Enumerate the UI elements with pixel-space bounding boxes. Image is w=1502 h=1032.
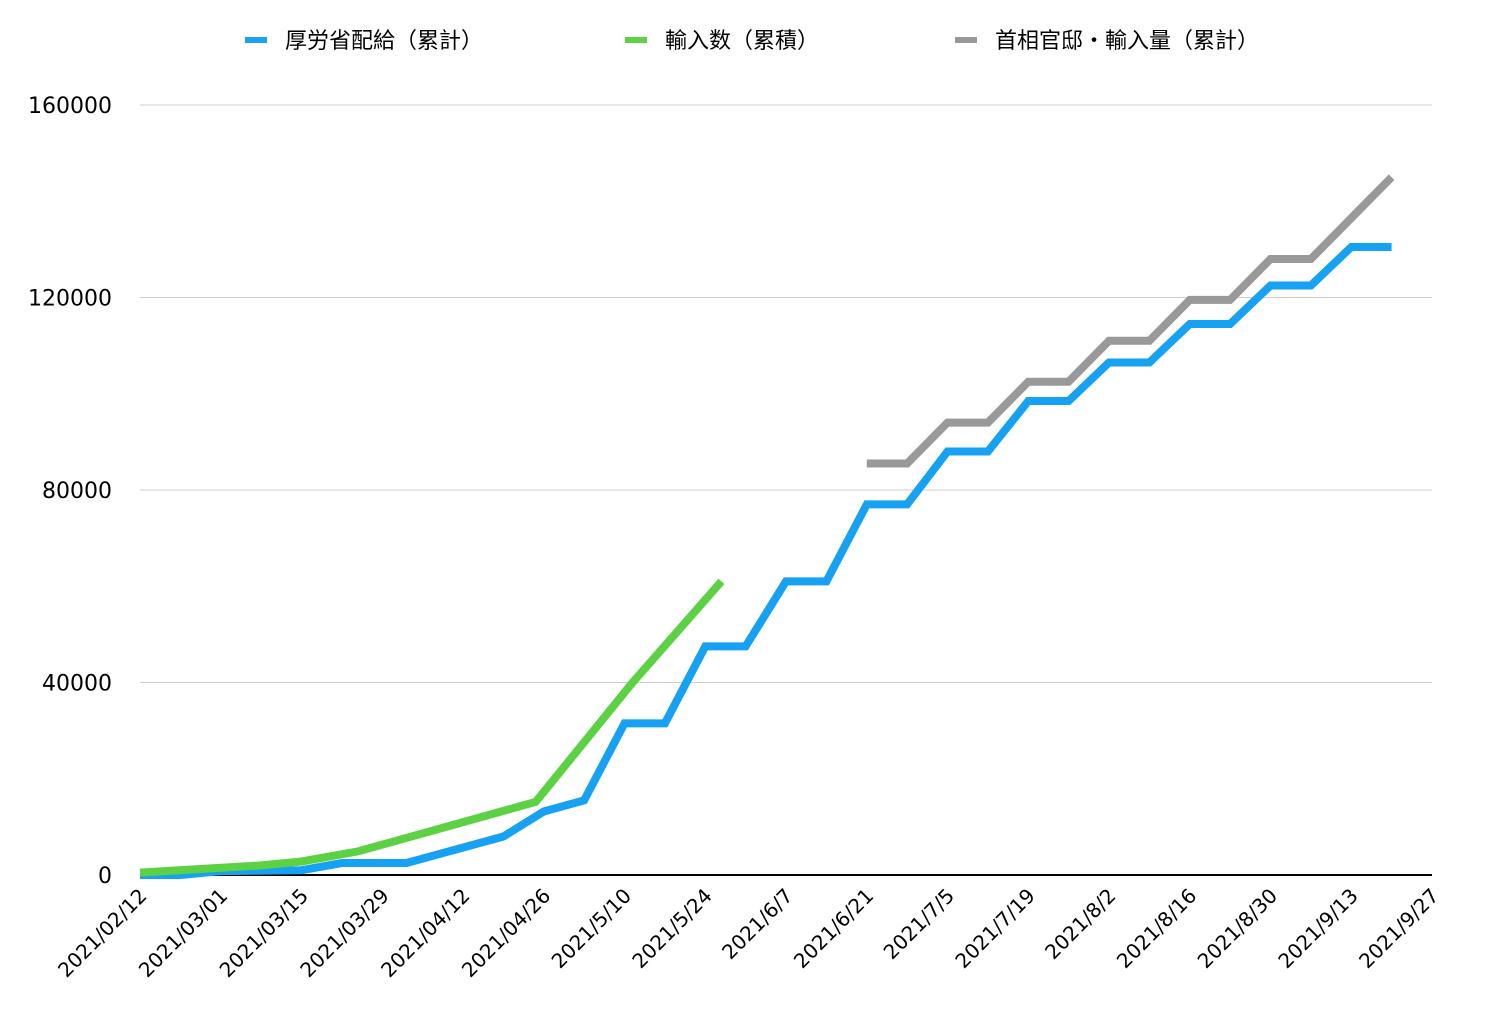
x-axis-ticks: 2021/02/122021/03/012021/03/152021/03/29… (53, 884, 1443, 982)
series-line-1 (139, 578, 725, 877)
y-tick-label-0: 0 (98, 864, 112, 889)
legend-label-0: 厚労省配給（累計） (285, 29, 483, 54)
legend-label-2: 首相官邸・輸入量（累計） (995, 29, 1259, 54)
x-tick-label-15: 2021/9/13 (1273, 884, 1362, 973)
legend: 厚労省配給（累計） 輸入数（累積） 首相官邸・輸入量（累計） (245, 29, 1259, 54)
x-tick-label-13: 2021/8/16 (1112, 884, 1201, 973)
y-tick-label-3: 120000 (28, 287, 112, 312)
x-tick-label-7: 2021/5/24 (627, 884, 716, 973)
x-tick-label-10: 2021/7/5 (879, 884, 959, 964)
x-tick-label-14: 2021/8/30 (1193, 884, 1282, 973)
series-lines (139, 174, 1395, 879)
y-tick-label-1: 40000 (42, 672, 112, 697)
gridlines (140, 104, 1432, 683)
series-line-0 (140, 243, 1392, 879)
y-tick-label-4: 160000 (28, 94, 112, 119)
x-tick-label-6: 2021/5/10 (547, 884, 636, 973)
series-line-2 (866, 174, 1395, 468)
y-axis-ticks: 0 40000 80000 120000 160000 (28, 94, 112, 889)
x-tick-label-16: 2021/9/27 (1354, 884, 1443, 973)
legend-label-1: 輸入数（累積） (665, 29, 819, 54)
x-tick-label-9: 2021/6/21 (789, 884, 878, 973)
y-tick-label-2: 80000 (42, 479, 112, 504)
x-tick-label-8: 2021/6/7 (717, 884, 797, 964)
x-tick-label-11: 2021/7/19 (950, 884, 1039, 973)
x-tick-label-12: 2021/8/2 (1040, 884, 1120, 964)
